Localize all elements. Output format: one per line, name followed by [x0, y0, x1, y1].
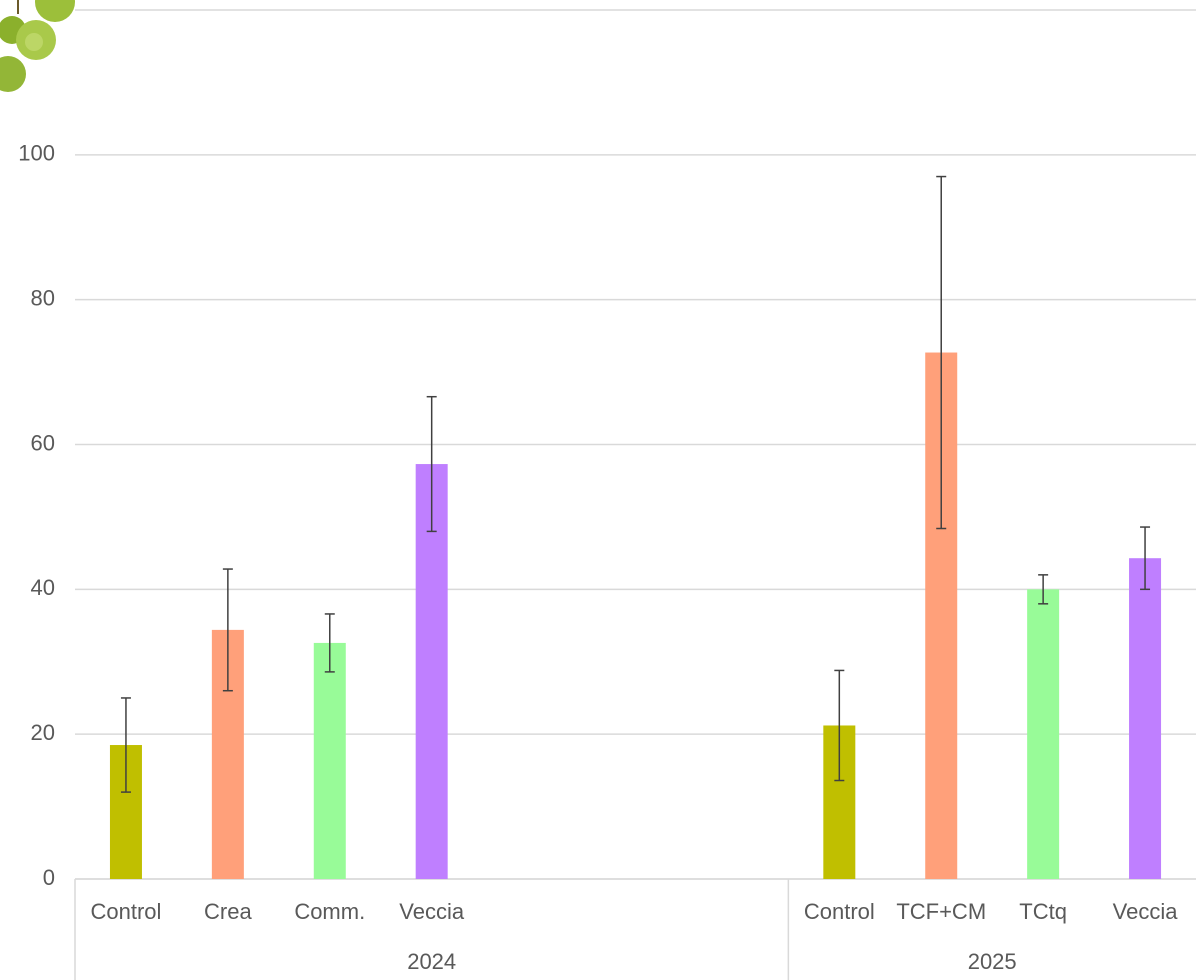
x-tick-label: Veccia — [1113, 899, 1179, 924]
y-tick-label: 60 — [31, 430, 55, 455]
grapes-decoration — [0, 0, 75, 92]
group-label: 2025 — [968, 949, 1017, 974]
y-tick-label: 20 — [31, 720, 55, 745]
x-tick-label: Veccia — [399, 899, 465, 924]
y-tick-label: 40 — [31, 575, 55, 600]
y-tick-label: 100 — [18, 141, 55, 166]
x-tick-label: Crea — [204, 899, 252, 924]
bar — [1129, 558, 1162, 879]
x-tick-label: Comm. — [294, 899, 365, 924]
bar — [313, 642, 346, 879]
x-tick-label: TCtq — [1019, 899, 1067, 924]
x-tick-label: TCF+CM — [896, 899, 986, 924]
y-tick-label: 80 — [31, 285, 55, 310]
x-tick-label: Control — [804, 899, 875, 924]
bar — [415, 464, 448, 879]
y-tick-label: 0 — [43, 865, 55, 890]
group-label: 2024 — [407, 949, 456, 974]
bar — [1027, 589, 1060, 879]
x-tick-label: Control — [90, 899, 161, 924]
